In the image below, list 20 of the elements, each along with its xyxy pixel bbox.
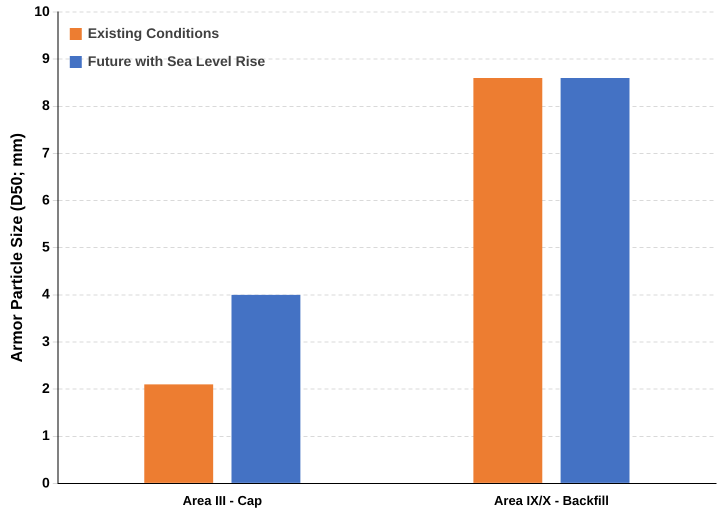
legend-label: Existing Conditions: [88, 24, 220, 41]
y-tick-label: 3: [42, 332, 50, 349]
y-tick-label: 0: [42, 474, 50, 490]
y-tick-label: 6: [42, 191, 50, 208]
x-tick-label: Area III - Cap: [182, 492, 262, 508]
y-tick-label: 1: [42, 427, 50, 444]
bar: [473, 78, 542, 483]
y-tick-label: 4: [42, 286, 50, 302]
y-tick-label: 8: [42, 97, 50, 114]
legend-label: Future with Sea Level Rise: [88, 52, 266, 69]
y-tick-label: 9: [42, 50, 50, 66]
y-tick-label: 10: [34, 2, 50, 19]
y-tick-label: 2: [42, 380, 50, 396]
y-axis-title: Armor Particle Size (D50; mm): [9, 132, 26, 362]
y-tick-label: 5: [42, 238, 50, 255]
x-tick-label: Area IX/X - Backfill: [494, 492, 609, 508]
y-tick-label: 7: [42, 144, 50, 160]
bar: [560, 78, 630, 483]
bar: [144, 384, 214, 483]
bar: [231, 294, 300, 483]
